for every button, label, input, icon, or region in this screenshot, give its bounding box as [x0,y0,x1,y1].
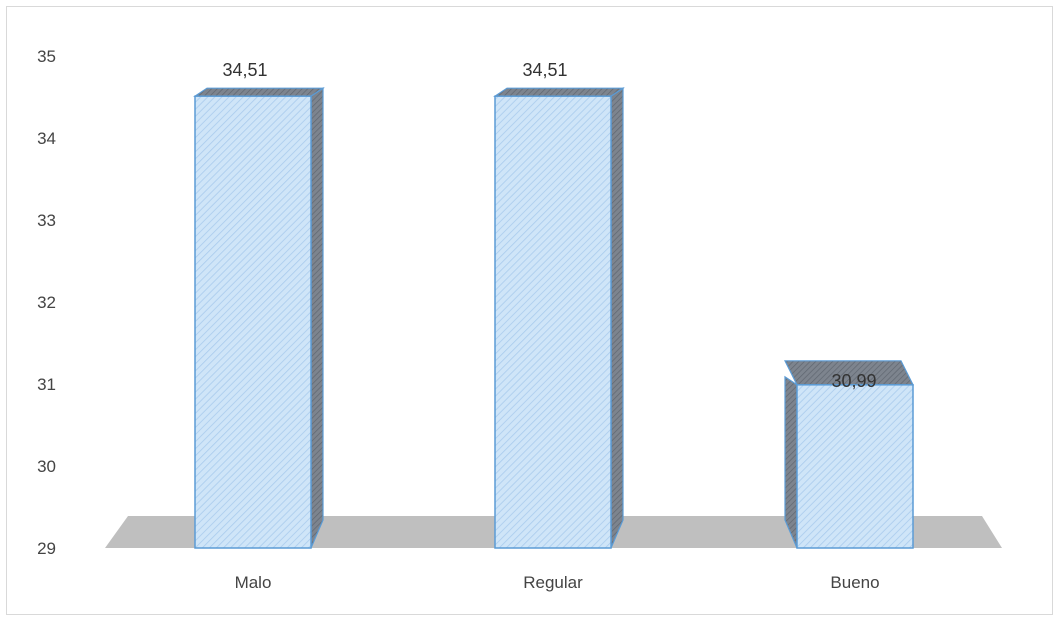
bar-side-face [610,87,624,549]
bar-side-face [784,375,798,549]
bar-malo: 34,51 [193,60,325,549]
y-tick-label: 32 [37,293,56,312]
y-tick-label: 34 [37,129,56,148]
x-axis: Malo Regular Bueno [235,573,880,592]
data-label: 34,51 [522,60,567,80]
y-tick-label: 35 [37,47,56,66]
bar-side-face [310,87,324,549]
data-label: 34,51 [222,60,267,80]
y-tick-label: 29 [37,539,56,558]
bar-bueno: 30,99 [784,360,914,549]
x-category-label: Regular [523,573,583,592]
x-category-label: Bueno [830,573,879,592]
bar-regular: 34,51 [493,60,625,549]
bar-top-face [193,87,325,97]
y-tick-label: 31 [37,375,56,394]
y-tick-label: 33 [37,211,56,230]
bar-front-face [494,95,612,549]
bars: 34,51 34,51 30,99 [193,60,914,549]
bar-front-face [194,95,312,549]
y-tick-label: 30 [37,457,56,476]
bar-top-face [493,87,625,97]
y-axis: 29 30 31 32 33 34 35 [37,47,56,558]
data-label: 30,99 [831,371,876,391]
x-category-label: Malo [235,573,272,592]
bar-front-face [796,384,914,549]
